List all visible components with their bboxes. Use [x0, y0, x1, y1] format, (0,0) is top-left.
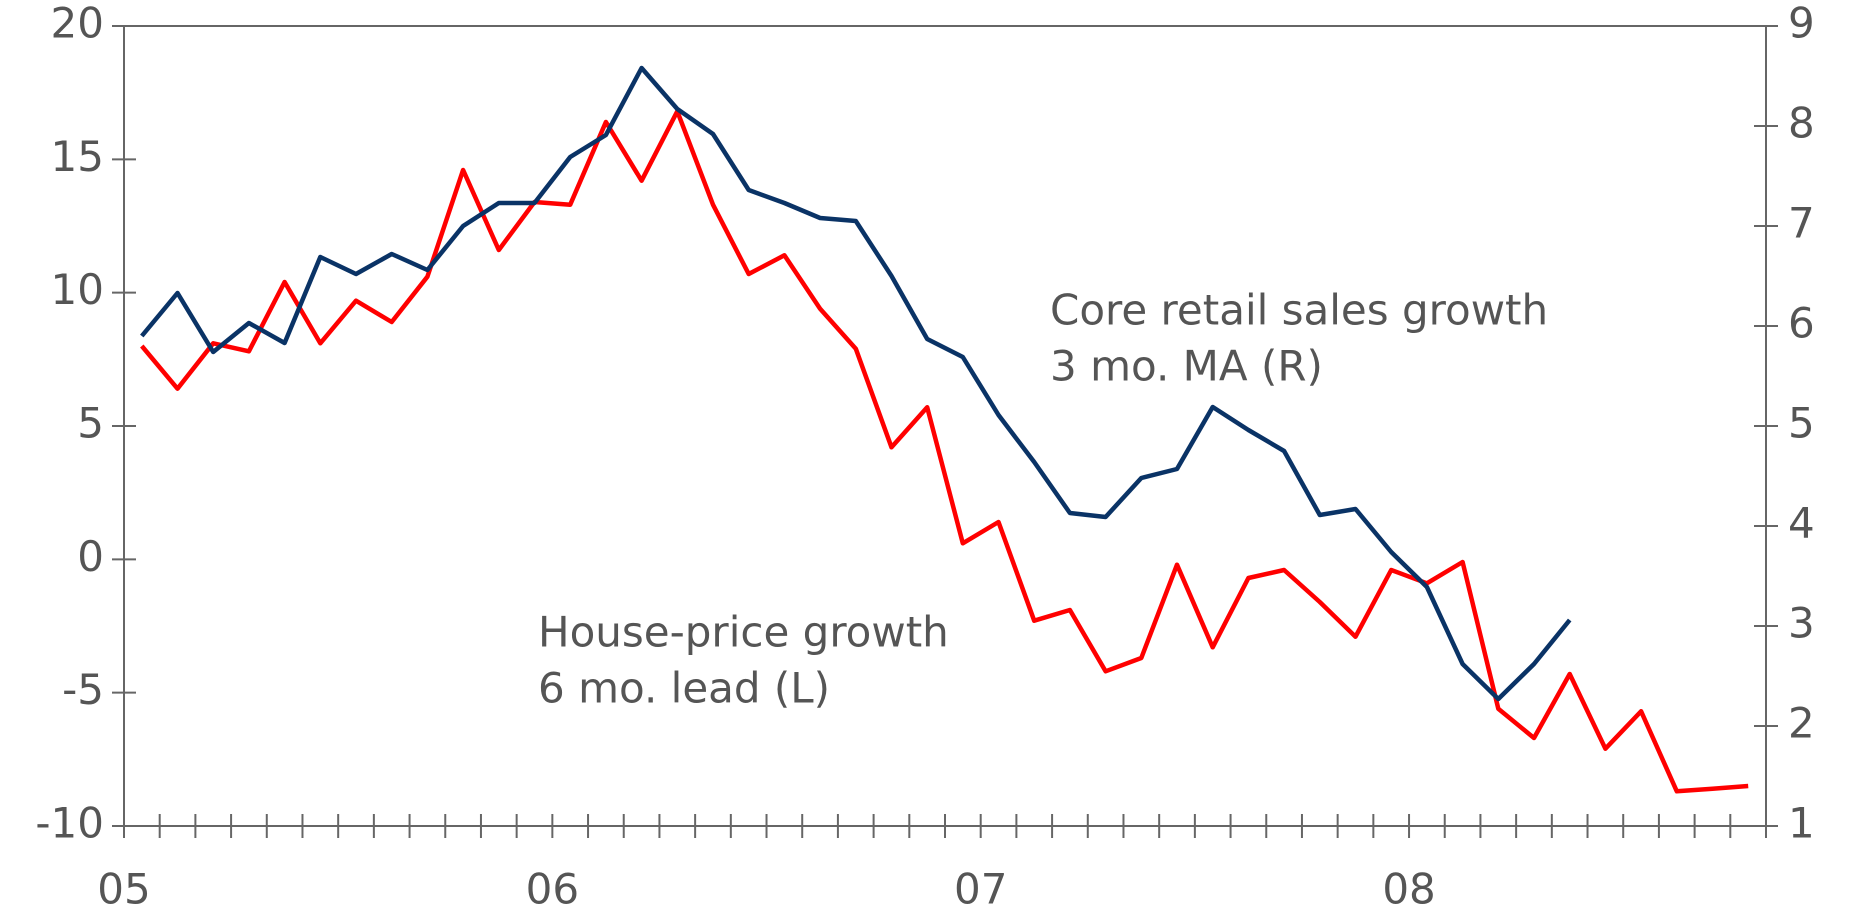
y2-tick-label: 3: [1788, 599, 1815, 648]
y-tick-label: -5: [62, 665, 104, 714]
y2-tick-label: 8: [1788, 99, 1815, 148]
series-sublabel: 3 mo. MA (R): [1050, 342, 1323, 391]
y2-tick-label: 4: [1788, 499, 1815, 548]
y-tick-label: 5: [77, 399, 104, 448]
x-tick-label: 06: [526, 865, 579, 914]
x-tick-label: 05: [97, 865, 150, 914]
y2-tick-label: 1: [1788, 799, 1815, 848]
x-tick-label: 07: [954, 865, 1007, 914]
x-tick-label: 08: [1382, 865, 1435, 914]
y2-tick-label: 9: [1788, 0, 1815, 48]
y-tick-label: 10: [51, 265, 104, 314]
series-label: Core retail sales growth: [1050, 286, 1548, 335]
y-tick-label: 20: [51, 0, 104, 48]
y2-tick-label: 7: [1788, 199, 1815, 248]
y2-tick-label: 6: [1788, 299, 1815, 348]
series-label: House-price growth: [538, 608, 949, 657]
y-tick-label: -10: [35, 799, 104, 848]
y-tick-label: 15: [51, 132, 104, 181]
series-line: [140, 65, 1572, 702]
series-line: [140, 109, 1749, 794]
series-sublabel: 6 mo. lead (L): [538, 664, 830, 713]
y2-tick-label: 2: [1788, 699, 1815, 748]
y2-tick-label: 5: [1788, 399, 1815, 448]
y-tick-label: 0: [77, 532, 104, 581]
